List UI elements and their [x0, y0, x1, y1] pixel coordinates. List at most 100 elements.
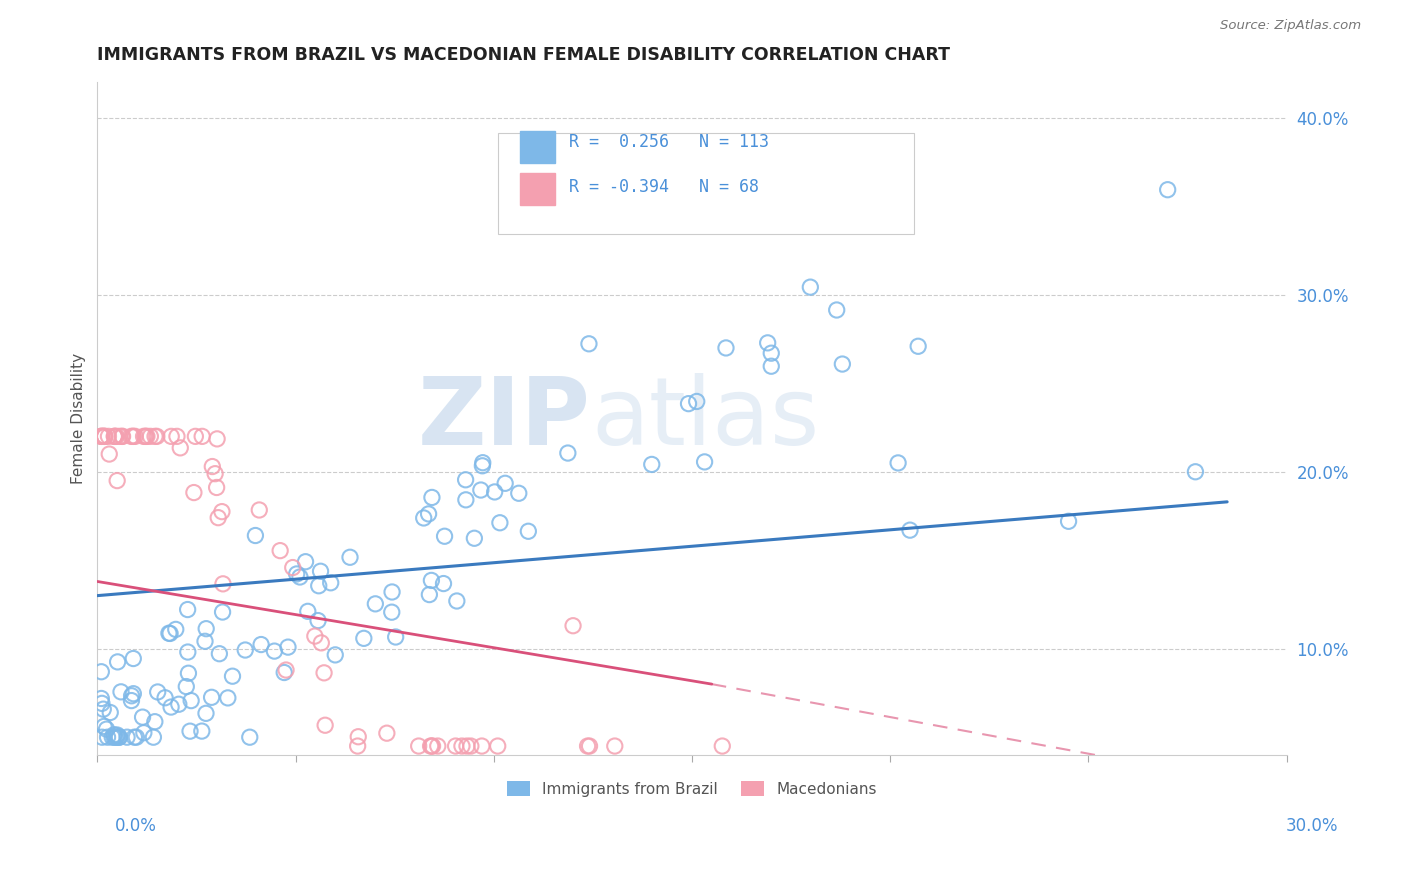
Point	[103, 728, 125, 742]
Point	[678, 397, 700, 411]
Bar	[520, 131, 555, 163]
Point	[207, 510, 229, 524]
Point	[463, 531, 485, 545]
Point	[217, 690, 239, 705]
Point	[470, 483, 492, 497]
Point	[195, 706, 218, 721]
Point	[346, 739, 368, 753]
Point	[314, 718, 336, 732]
Point	[247, 503, 270, 517]
Point	[557, 446, 579, 460]
Point	[108, 429, 131, 443]
Point	[91, 730, 114, 744]
Point	[159, 626, 181, 640]
Point	[239, 730, 262, 744]
Point	[277, 640, 299, 654]
Y-axis label: Female Disability: Female Disability	[72, 353, 86, 484]
Point	[93, 429, 115, 443]
Point	[420, 491, 443, 505]
Point	[494, 476, 516, 491]
Point	[562, 618, 585, 632]
Point	[122, 687, 145, 701]
Point	[166, 429, 188, 443]
Point	[381, 585, 404, 599]
Point	[103, 429, 125, 443]
Point	[347, 730, 370, 744]
Point	[711, 739, 734, 753]
Point	[576, 739, 599, 753]
Point	[134, 429, 156, 443]
Point	[146, 685, 169, 699]
Point	[122, 429, 145, 443]
Point	[91, 697, 114, 711]
Point	[103, 429, 125, 443]
Point	[471, 458, 494, 473]
Point	[143, 429, 166, 443]
Point	[486, 739, 509, 753]
Point	[104, 429, 127, 443]
Text: IMMIGRANTS FROM BRAZIL VS MACEDONIAN FEMALE DISABILITY CORRELATION CHART: IMMIGRANTS FROM BRAZIL VS MACEDONIAN FEM…	[97, 46, 950, 64]
Point	[97, 429, 120, 443]
FancyBboxPatch shape	[498, 133, 914, 234]
Point	[353, 632, 375, 646]
Point	[887, 456, 910, 470]
Point	[420, 739, 443, 753]
Point	[111, 429, 134, 443]
Point	[177, 645, 200, 659]
Point	[250, 638, 273, 652]
Point	[221, 669, 243, 683]
Point	[124, 730, 146, 744]
Point	[288, 570, 311, 584]
Point	[714, 341, 737, 355]
Point	[194, 634, 217, 648]
Text: ZIP: ZIP	[418, 373, 591, 465]
Point	[204, 467, 226, 481]
Point	[297, 604, 319, 618]
Point	[444, 739, 467, 753]
Point	[122, 651, 145, 665]
Point	[686, 394, 709, 409]
Point	[285, 566, 308, 581]
Point	[433, 529, 456, 543]
Point	[136, 429, 159, 443]
Point	[312, 665, 335, 680]
Point	[111, 429, 134, 443]
Point	[195, 622, 218, 636]
Point	[108, 730, 131, 744]
Point	[160, 700, 183, 714]
Point	[426, 739, 449, 753]
Point	[104, 730, 127, 744]
Point	[90, 691, 112, 706]
Point	[471, 739, 494, 753]
Point	[311, 636, 333, 650]
Point	[143, 714, 166, 729]
Point	[422, 739, 444, 753]
Point	[799, 280, 821, 294]
Text: 0.0%: 0.0%	[115, 817, 157, 835]
Point	[101, 730, 124, 744]
Point	[205, 481, 228, 495]
Point	[233, 643, 256, 657]
Point	[418, 507, 440, 521]
Text: R =  0.256   N = 113: R = 0.256 N = 113	[569, 133, 769, 151]
Point	[93, 429, 115, 443]
Point	[142, 730, 165, 744]
Point	[693, 455, 716, 469]
Point	[115, 730, 138, 744]
Point	[831, 357, 853, 371]
Point	[176, 680, 198, 694]
Point	[408, 739, 430, 753]
Point	[375, 726, 398, 740]
Point	[184, 429, 207, 443]
Point	[160, 429, 183, 443]
Point	[339, 550, 361, 565]
Point	[135, 429, 157, 443]
Point	[489, 516, 512, 530]
Point	[1184, 465, 1206, 479]
Point	[508, 486, 530, 500]
Point	[139, 429, 162, 443]
Text: R = -0.394   N = 68: R = -0.394 N = 68	[569, 178, 759, 196]
Point	[90, 665, 112, 679]
Point	[460, 739, 482, 753]
Point	[364, 597, 387, 611]
